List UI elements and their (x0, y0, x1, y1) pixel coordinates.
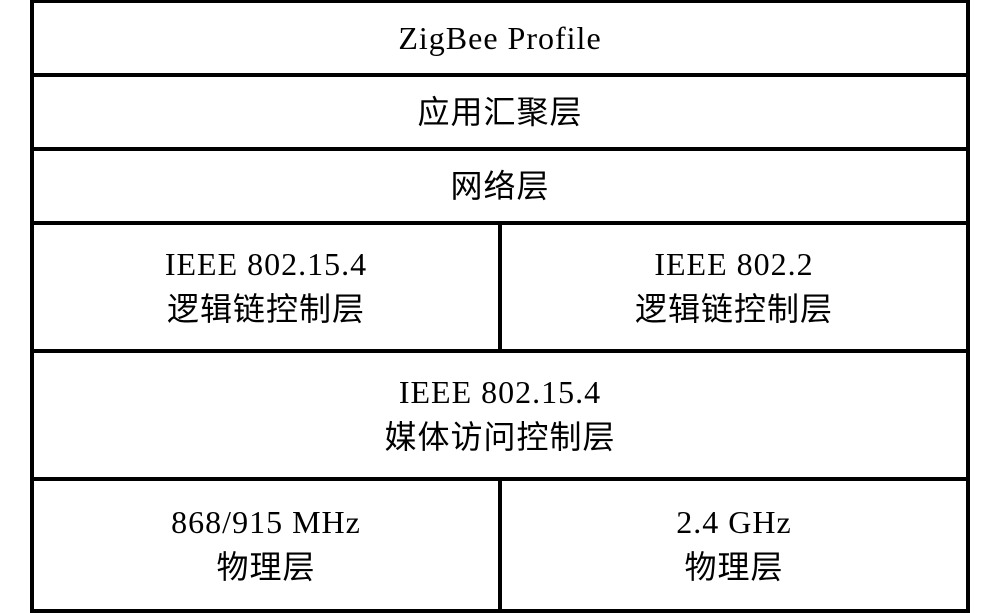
cell-llc-802-2: IEEE 802.2 逻辑链控制层 (498, 225, 966, 349)
zigbee-stack-diagram: ZigBee Profile 应用汇聚层 网络层 IEEE 802.15.4 逻… (30, 0, 970, 613)
row-phy: 868/915 MHz 物理层 2.4 GHz 物理层 (34, 481, 966, 609)
llc-802-15-4-title: IEEE 802.15.4 (165, 242, 367, 287)
cell-network-layer: 网络层 (34, 151, 966, 221)
row-app-convergence: 应用汇聚层 (34, 77, 966, 151)
app-convergence-label: 应用汇聚层 (417, 90, 582, 135)
row-mac: IEEE 802.15.4 媒体访问控制层 (34, 353, 966, 481)
mac-title: IEEE 802.15.4 (399, 370, 601, 415)
cell-phy-24ghz: 2.4 GHz 物理层 (498, 481, 966, 609)
cell-llc-802-15-4: IEEE 802.15.4 逻辑链控制层 (34, 225, 498, 349)
phy-868-title: 868/915 MHz (171, 500, 361, 545)
row-llc: IEEE 802.15.4 逻辑链控制层 IEEE 802.2 逻辑链控制层 (34, 225, 966, 353)
row-network-layer: 网络层 (34, 151, 966, 225)
llc-802-2-title: IEEE 802.2 (654, 242, 813, 287)
mac-label: 媒体访问控制层 (384, 415, 615, 460)
phy-868-label: 物理层 (216, 545, 315, 590)
phy-24ghz-label: 物理层 (684, 545, 783, 590)
cell-profile: ZigBee Profile (34, 3, 966, 73)
llc-802-15-4-label: 逻辑链控制层 (167, 287, 365, 332)
cell-app-convergence: 应用汇聚层 (34, 77, 966, 147)
cell-mac: IEEE 802.15.4 媒体访问控制层 (34, 353, 966, 477)
phy-24ghz-title: 2.4 GHz (676, 500, 791, 545)
cell-phy-868: 868/915 MHz 物理层 (34, 481, 498, 609)
network-layer-label: 网络层 (450, 164, 549, 209)
llc-802-2-label: 逻辑链控制层 (635, 287, 833, 332)
profile-label: ZigBee Profile (398, 16, 601, 61)
row-profile: ZigBee Profile (34, 3, 966, 77)
